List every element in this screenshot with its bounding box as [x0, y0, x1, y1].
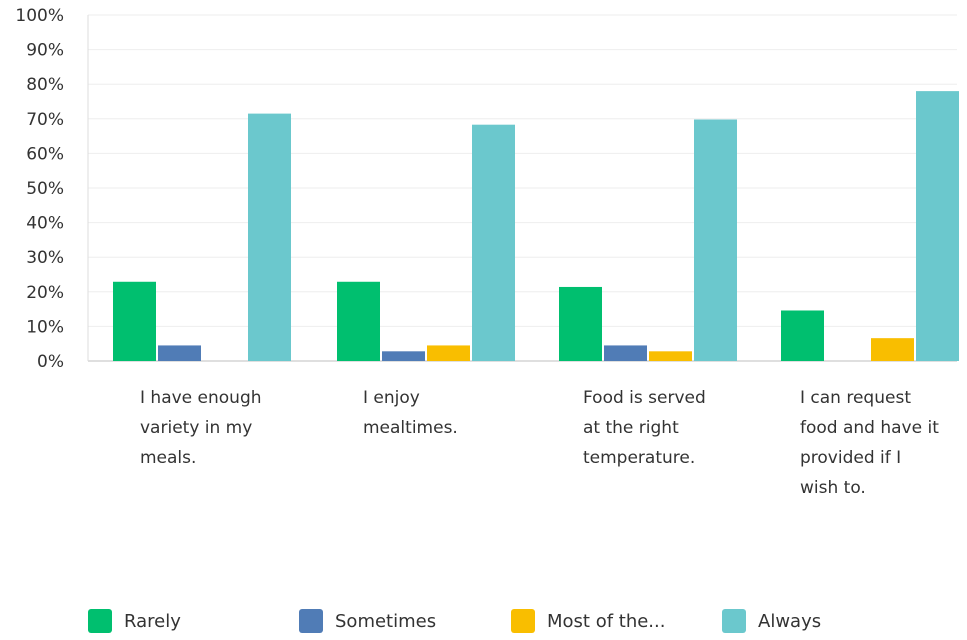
bar-always-3[interactable]	[694, 119, 737, 361]
legend-label-always: Always	[758, 610, 822, 632]
y-tick-label: 0%	[37, 352, 64, 372]
x-category-label-line: I can request	[800, 388, 911, 408]
legend-swatch-always	[722, 609, 746, 633]
bar-rarely-1[interactable]	[113, 281, 156, 361]
x-category-label-line: variety in my	[140, 418, 253, 438]
bar-rarely-2[interactable]	[337, 281, 380, 361]
bar-sometimes-3[interactable]	[604, 345, 647, 361]
bar-most-of-the-2[interactable]	[427, 345, 470, 361]
legend-swatch-rarely	[88, 609, 112, 633]
x-category-label-line: I have enough	[140, 388, 262, 408]
bar-always-1[interactable]	[248, 113, 291, 361]
legend: Rarely Sometimes Most of the... Always	[0, 609, 967, 637]
x-category-label-line: food and have it	[800, 418, 939, 438]
x-category-label: I have enough variety in my meals.	[140, 383, 262, 473]
y-axis-ticks: 0% 10% 20% 30% 40% 50% 60% 70% 80% 90% 100%	[15, 6, 64, 372]
legend-label-most-of-the: Most of the...	[547, 610, 666, 632]
bar-rarely-4[interactable]	[781, 310, 824, 361]
legend-item-rarely[interactable]: Rarely	[88, 609, 181, 633]
legend-swatch-sometimes	[299, 609, 323, 633]
bar-most-of-the-4[interactable]	[871, 338, 914, 361]
y-tick-label: 50%	[26, 179, 64, 199]
legend-swatch-most-of-the	[511, 609, 535, 633]
legend-label-rarely: Rarely	[124, 610, 181, 632]
bars	[113, 91, 959, 362]
x-category-label: I can request food and have it provided if…	[800, 383, 939, 503]
x-category-label: I enjoy mealtimes.	[363, 383, 458, 443]
y-tick-label: 100%	[15, 6, 64, 26]
x-category-label-line: wish to.	[800, 478, 866, 498]
x-category-label-line: temperature.	[583, 448, 696, 468]
y-tick-label: 20%	[26, 283, 64, 303]
x-category-label-line: Food is served	[583, 388, 706, 408]
y-tick-label: 60%	[26, 144, 64, 164]
y-tick-label: 30%	[26, 248, 64, 268]
bar-always-4[interactable]	[916, 91, 959, 362]
x-category-label-line: I enjoy	[363, 388, 420, 408]
bar-rarely-3[interactable]	[559, 286, 602, 361]
y-tick-label: 70%	[26, 110, 64, 130]
y-tick-label: 10%	[26, 317, 64, 337]
x-category-label-line: provided if I	[800, 448, 902, 468]
bar-always-2[interactable]	[472, 124, 515, 361]
x-category-label-line: at the right	[583, 418, 679, 438]
gridlines	[87, 14, 957, 362]
legend-item-always[interactable]: Always	[722, 609, 821, 633]
y-tick-label: 40%	[26, 214, 64, 234]
bar-chart: 0% 10% 20% 30% 40% 50% 60% 70% 80% 90% 100%	[15, 6, 959, 372]
bar-most-of-the-3[interactable]	[649, 351, 692, 361]
legend-item-sometimes[interactable]: Sometimes	[299, 609, 436, 633]
bar-sometimes-1[interactable]	[158, 345, 201, 361]
x-category-label-line: meals.	[140, 448, 197, 468]
bar-sometimes-2[interactable]	[382, 351, 425, 361]
y-tick-label: 90%	[26, 41, 64, 61]
legend-label-sometimes: Sometimes	[335, 610, 437, 632]
y-tick-label: 80%	[26, 75, 64, 95]
legend-item-most-of-the[interactable]: Most of the...	[511, 609, 665, 633]
x-category-label: Food is served at the right temperature.	[583, 383, 706, 473]
x-category-label-line: mealtimes.	[363, 418, 458, 438]
